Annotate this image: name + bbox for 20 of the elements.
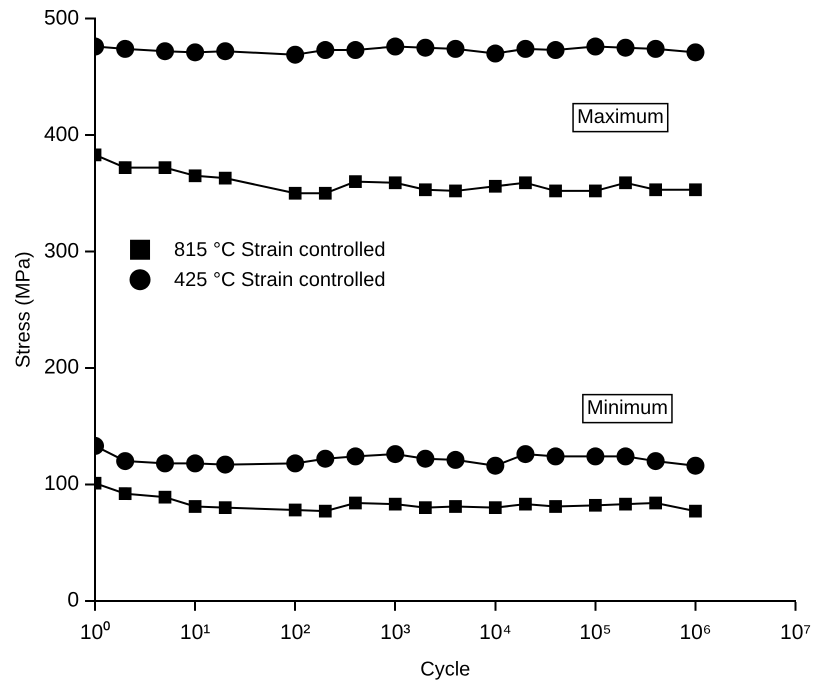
x-tick-label: 10⁰	[80, 621, 110, 644]
annotation: Minimum	[586, 397, 668, 420]
x-axis-title: Cycle	[420, 658, 470, 681]
y-tick-label: 400	[44, 122, 80, 146]
x-tick-label: 10⁶	[679, 621, 712, 644]
y-tick-label: 0	[67, 588, 80, 612]
y-axis-title: Stress (MPa)	[12, 251, 35, 368]
x-tick-label: 10⁴	[479, 621, 512, 644]
x-tick-label: 10⁷	[780, 621, 812, 644]
x-tick-label: 10⁵	[579, 621, 612, 644]
x-tick-label: 10³	[380, 621, 410, 644]
y-tick-label: 300	[44, 239, 80, 262]
x-tick-label: 10²	[280, 621, 310, 644]
legend-label: 425 °C Strain controlled	[174, 269, 386, 292]
y-tick-label: 100	[44, 472, 80, 496]
y-tick-label: 500	[44, 6, 80, 30]
legend-label: 815 °C Strain controlled	[174, 239, 386, 262]
annotation: Maximum	[577, 106, 664, 128]
y-tick-label: 200	[44, 356, 80, 379]
x-tick-label: 10¹	[180, 621, 210, 644]
